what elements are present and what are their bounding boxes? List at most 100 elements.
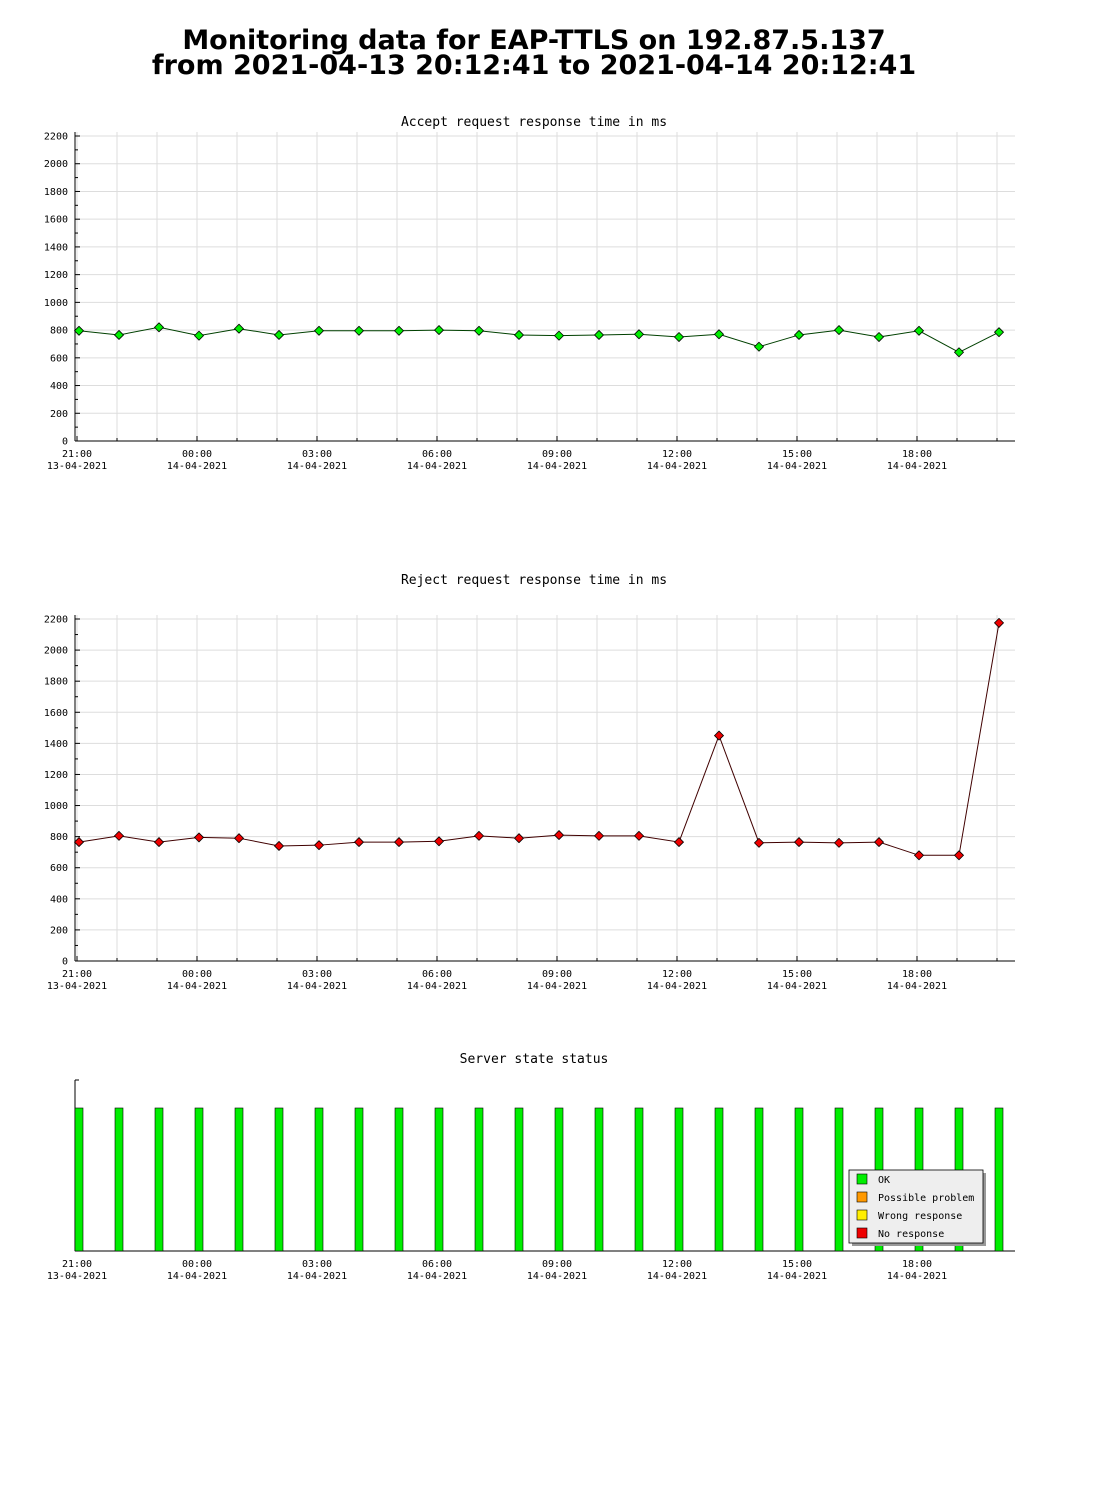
data-point (433, 836, 445, 847)
chart-title: Server state status (460, 1052, 609, 1067)
x-tick-label: 18:00 14-04-2021 (887, 449, 947, 472)
y-tick-label: 800 (50, 832, 68, 843)
y-tick-label: 800 (50, 326, 68, 337)
x-tick-label: 03:00 14-04-2021 (287, 1259, 347, 1282)
legend-label: Possible problem (878, 1193, 974, 1204)
page-title: Monitoring data for EAP-TTLS on 192.87.5… (182, 25, 885, 56)
data-point (313, 840, 325, 851)
status-bar (594, 1107, 604, 1252)
status-bar (834, 1107, 844, 1252)
y-tick-label: 2200 (44, 615, 68, 626)
data-point (113, 830, 125, 841)
data-point (713, 329, 725, 340)
legend (848, 1169, 984, 1244)
legend-swatch (856, 1191, 868, 1203)
data-point (473, 325, 485, 336)
y-tick-label: 1800 (44, 187, 68, 198)
status-bar (994, 1107, 1004, 1252)
y-tick-label: 600 (50, 353, 68, 364)
x-tick-label: 06:00 14-04-2021 (407, 969, 467, 992)
status-bar (754, 1107, 764, 1252)
data-point (73, 837, 85, 848)
data-point (873, 331, 885, 343)
x-tick-label: 21:00 13-04-2021 (47, 1259, 107, 1282)
y-tick-label: 1200 (44, 270, 68, 281)
x-tick-label: 09:00 14-04-2021 (527, 449, 587, 472)
y-tick-label: 2200 (44, 132, 68, 143)
y-tick-label: 1600 (44, 215, 68, 226)
data-point (833, 325, 845, 336)
data-point (153, 837, 165, 848)
x-tick-label: 15:00 14-04-2021 (767, 969, 827, 992)
status-bar (714, 1107, 724, 1252)
data-point (953, 850, 965, 861)
page-subtitle: from 2021-04-13 20:12:41 to 2021-04-14 2… (152, 50, 916, 81)
x-tick-label: 18:00 14-04-2021 (887, 969, 947, 992)
data-point (673, 331, 685, 343)
data-point (113, 329, 125, 341)
y-tick-label: 1200 (44, 770, 68, 781)
legend-label: Wrong response (878, 1211, 962, 1222)
x-tick-label: 09:00 14-04-2021 (527, 969, 587, 992)
data-point (313, 325, 325, 336)
x-tick-label: 00:00 14-04-2021 (167, 1259, 227, 1282)
x-tick-label: 18:00 14-04-2021 (887, 1259, 947, 1282)
x-tick-label: 15:00 14-04-2021 (767, 1259, 827, 1282)
data-point (553, 330, 565, 341)
y-tick-label: 200 (50, 409, 68, 420)
data-point (673, 837, 685, 848)
x-tick-label: 03:00 14-04-2021 (287, 449, 347, 472)
x-tick-label: 06:00 14-04-2021 (407, 449, 467, 472)
data-point (473, 830, 485, 841)
x-tick-label: 15:00 14-04-2021 (767, 449, 827, 472)
y-tick-label: 2000 (44, 159, 68, 170)
data-point (593, 329, 605, 341)
data-point (993, 327, 1005, 338)
data-line (78, 622, 1000, 856)
data-point (273, 840, 285, 852)
chart-title: Reject request response time in ms (401, 573, 667, 588)
status-bar (274, 1107, 284, 1252)
y-tick-label: 1600 (44, 708, 68, 719)
status-bar (554, 1107, 564, 1252)
data-point (993, 617, 1005, 628)
data-point (233, 833, 245, 844)
y-tick-label: 1000 (44, 298, 68, 309)
x-tick-label: 03:00 14-04-2021 (287, 969, 347, 992)
status-bar (234, 1107, 244, 1252)
data-line (78, 326, 1000, 353)
data-point (73, 325, 85, 336)
y-tick-label: 1800 (44, 677, 68, 688)
data-point (753, 837, 765, 848)
legend-swatch (856, 1173, 868, 1185)
data-point (193, 330, 205, 341)
x-tick-label: 09:00 14-04-2021 (527, 1259, 587, 1282)
data-point (513, 833, 525, 844)
status-bar (314, 1107, 324, 1252)
data-point (793, 837, 805, 848)
chart-title: Accept request response time in ms (401, 115, 667, 130)
y-tick-label: 2000 (44, 646, 68, 657)
data-point (433, 325, 445, 336)
data-point (393, 325, 405, 336)
status-bar (514, 1107, 524, 1252)
legend-swatch (856, 1209, 868, 1221)
status-bar (634, 1107, 644, 1252)
data-point (913, 850, 925, 861)
data-point (913, 325, 925, 336)
data-point (833, 837, 845, 848)
x-tick-label: 00:00 14-04-2021 (167, 969, 227, 992)
data-point (633, 830, 645, 841)
data-point (153, 322, 165, 333)
y-tick-label: 1000 (44, 801, 68, 812)
x-tick-label: 00:00 14-04-2021 (167, 449, 227, 472)
data-point (953, 347, 965, 358)
x-tick-label: 21:00 13-04-2021 (47, 449, 107, 472)
x-tick-label: 12:00 14-04-2021 (647, 1259, 707, 1282)
y-tick-label: 0 (62, 437, 68, 448)
status-bar (674, 1107, 684, 1252)
x-tick-label: 06:00 14-04-2021 (407, 1259, 467, 1282)
y-tick-label: 1400 (44, 739, 68, 750)
status-bar (194, 1107, 204, 1252)
